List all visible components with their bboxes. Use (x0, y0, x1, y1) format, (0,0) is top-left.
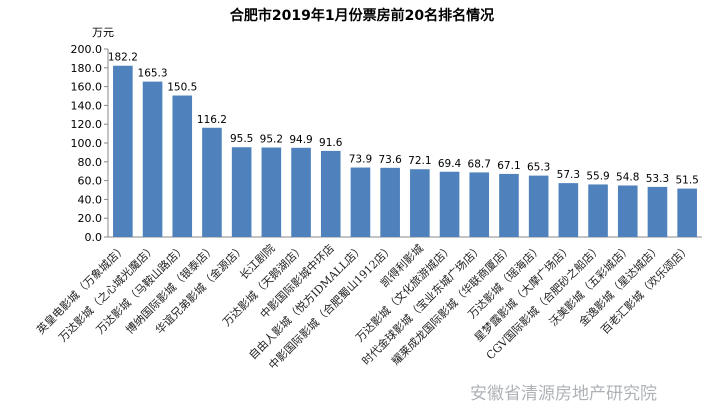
bar (142, 81, 163, 237)
bar (558, 183, 579, 237)
bar (528, 175, 549, 237)
bar (291, 147, 311, 237)
bar (677, 188, 697, 237)
data-label: 69.4 (438, 158, 462, 170)
bar (439, 171, 460, 237)
data-label: 65.3 (527, 162, 550, 174)
data-label: 165.3 (138, 68, 168, 80)
data-label: 67.1 (497, 160, 520, 172)
y-tick-label: 60.0 (78, 175, 103, 188)
bar (320, 150, 341, 237)
y-tick-label: 0.0 (85, 231, 103, 244)
y-tick-label: 180.0 (71, 62, 103, 75)
data-label: 150.5 (167, 82, 197, 94)
watermark: 安徽省清源房地产研究院 (470, 384, 657, 404)
data-label: 94.9 (289, 134, 312, 146)
bar (261, 147, 282, 237)
bar (410, 169, 430, 237)
data-label: 91.6 (319, 137, 343, 149)
bar (231, 147, 252, 237)
y-tick-label: 40.0 (78, 193, 103, 206)
data-label: 95.2 (260, 134, 283, 146)
bar (113, 65, 133, 238)
data-label: 57.3 (557, 169, 580, 181)
data-label: 68.7 (468, 158, 491, 170)
data-label: 72.1 (408, 155, 431, 167)
data-label: 73.9 (349, 154, 372, 166)
data-label: 73.6 (378, 154, 402, 166)
data-label: 95.5 (230, 133, 253, 145)
bar (202, 127, 222, 237)
y-tick-label: 160.0 (71, 81, 103, 94)
bar (172, 95, 193, 237)
data-label: 182.2 (108, 52, 138, 64)
bar (469, 172, 490, 237)
data-label: 53.3 (646, 173, 669, 185)
y-tick-label: 140.0 (71, 99, 103, 112)
data-label: 51.5 (675, 175, 698, 187)
data-label: 55.9 (586, 170, 609, 182)
bar (350, 167, 371, 237)
y-axis-label: 万元 (92, 26, 114, 39)
bar (380, 167, 400, 237)
y-tick-label: 80.0 (78, 156, 103, 169)
bar (647, 186, 668, 237)
chart-title: 合肥市2019年1月份票房前20名排名情况 (230, 7, 494, 24)
y-tick-label: 20.0 (78, 212, 103, 225)
y-tick-label: 100.0 (71, 137, 103, 150)
bar (588, 184, 608, 237)
data-label: 54.8 (616, 171, 639, 183)
y-tick-label: 120.0 (71, 118, 103, 131)
bar (499, 173, 519, 237)
bar (617, 185, 638, 237)
y-tick-label: 200.0 (71, 43, 103, 56)
data-label: 116.2 (197, 114, 227, 126)
